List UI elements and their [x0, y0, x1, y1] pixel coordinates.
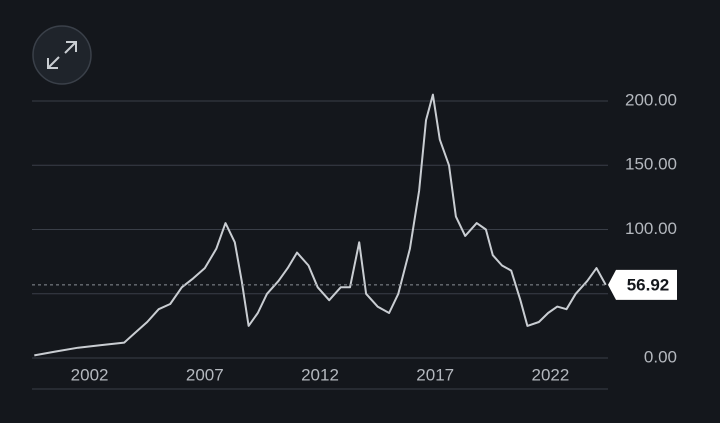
- y-tick-label: 150.00: [625, 155, 677, 174]
- y-tick-label: 100.00: [625, 219, 677, 238]
- x-tick-label: 2002: [71, 365, 109, 384]
- last-price-label: 56.92: [627, 275, 670, 294]
- x-tick-label: 2017: [416, 365, 454, 384]
- y-tick-label: 200.00: [625, 90, 677, 109]
- x-tick-label: 2012: [301, 365, 339, 384]
- last-price-badge: [608, 269, 677, 300]
- x-tick-label: 2007: [186, 365, 224, 384]
- expand-button[interactable]: [32, 25, 92, 85]
- price-line: [34, 93, 607, 357]
- x-tick-label: 2022: [531, 365, 569, 384]
- y-tick-label: 0.00: [644, 347, 677, 366]
